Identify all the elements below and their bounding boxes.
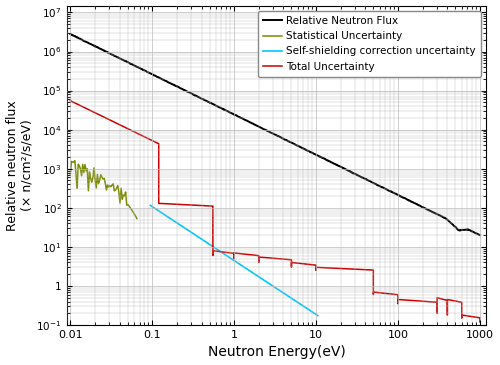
Y-axis label: Relative neutron flux
(× n/cm²/s/eV): Relative neutron flux (× n/cm²/s/eV) bbox=[6, 100, 34, 231]
Statistical Uncertainty bbox=[88, 176, 94, 180]
Self-shielding correction uncertainty bbox=[315, 314, 321, 318]
Relative Neutron Flux bbox=[420, 205, 426, 210]
Relative Neutron Flux bbox=[92, 44, 98, 49]
Statistical Uncertainty bbox=[86, 188, 91, 193]
Total Uncertainty bbox=[154, 141, 160, 145]
Statistical Uncertainty bbox=[72, 158, 78, 163]
Self-shielding correction uncertainty bbox=[309, 310, 315, 314]
Total Uncertainty bbox=[448, 298, 454, 302]
Statistical Uncertainty bbox=[68, 172, 73, 176]
Total Uncertainty bbox=[452, 299, 458, 303]
Statistical Uncertainty bbox=[110, 182, 116, 186]
Total Uncertainty bbox=[362, 268, 368, 272]
Total Uncertainty bbox=[477, 320, 483, 324]
Relative Neutron Flux bbox=[316, 154, 322, 159]
Total Uncertainty bbox=[68, 99, 73, 103]
Relative Neutron Flux bbox=[477, 233, 483, 237]
X-axis label: Neutron Energy(eV): Neutron Energy(eV) bbox=[208, 345, 346, 360]
Statistical Uncertainty bbox=[90, 176, 96, 180]
Legend: Relative Neutron Flux, Statistical Uncertainty, Self-shielding correction uncert: Relative Neutron Flux, Statistical Uncer… bbox=[258, 11, 481, 77]
Total Uncertainty bbox=[146, 137, 152, 141]
Relative Neutron Flux bbox=[328, 160, 334, 165]
Statistical Uncertainty bbox=[80, 162, 86, 166]
Line: Statistical Uncertainty: Statistical Uncertainty bbox=[70, 161, 137, 219]
Total Uncertainty bbox=[256, 260, 262, 265]
Self-shielding correction uncertainty bbox=[263, 279, 269, 284]
Relative Neutron Flux bbox=[68, 32, 73, 36]
Self-shielding correction uncertainty bbox=[240, 264, 246, 269]
Line: Total Uncertainty: Total Uncertainty bbox=[70, 101, 480, 322]
Self-shielding correction uncertainty bbox=[182, 226, 188, 231]
Statistical Uncertainty bbox=[91, 166, 97, 170]
Statistical Uncertainty bbox=[134, 216, 140, 221]
Relative Neutron Flux bbox=[305, 149, 311, 153]
Self-shielding correction uncertainty bbox=[148, 203, 154, 208]
Self-shielding correction uncertainty bbox=[280, 290, 285, 295]
Line: Self-shielding correction uncertainty: Self-shielding correction uncertainty bbox=[150, 205, 318, 316]
Self-shielding correction uncertainty bbox=[192, 233, 198, 237]
Line: Relative Neutron Flux: Relative Neutron Flux bbox=[70, 34, 480, 235]
Relative Neutron Flux bbox=[378, 185, 384, 189]
